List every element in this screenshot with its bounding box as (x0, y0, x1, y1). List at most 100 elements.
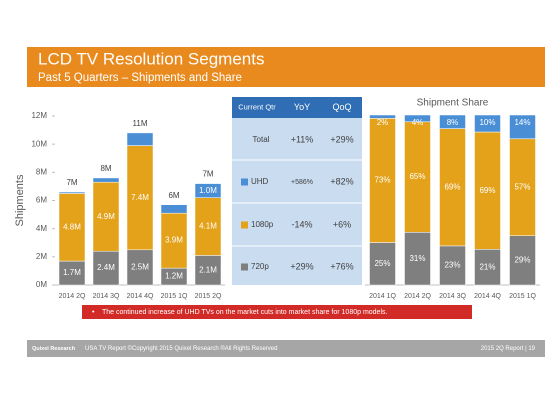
y-axis-label: Shipments (14, 174, 26, 226)
table-body (232, 118, 362, 285)
bar-segment (126, 249, 154, 286)
x-tick-label: 2014 4Q (127, 293, 154, 300)
data-label: 1.2M (165, 272, 183, 281)
bar-segment (160, 204, 188, 214)
table-cell: +29% (330, 134, 353, 144)
bar-segment (509, 114, 536, 140)
data-label: 3.9M (165, 236, 183, 245)
data-label: 21% (479, 262, 495, 271)
bar-segment (58, 191, 86, 194)
total-label: 6M (168, 191, 179, 200)
data-label: 4.1M (199, 222, 217, 231)
data-label: 1.7M (63, 268, 81, 277)
x-tick-label: 2014 4Q (474, 293, 501, 300)
data-label: 2.1M (199, 265, 217, 274)
bar-segment (194, 197, 222, 256)
title: LCD TV Resolution Segments (38, 49, 264, 68)
bar-segment (92, 250, 120, 286)
table-header-cell: YoY (294, 102, 310, 112)
bar-segment (369, 114, 396, 119)
table-cell: +586% (291, 179, 313, 186)
note-band (82, 305, 472, 319)
bar-segment (58, 193, 86, 262)
table-cell: +6% (333, 219, 351, 229)
bar-segment (194, 183, 222, 198)
bar-segment (126, 132, 154, 146)
y-tick-label: 4M (36, 224, 47, 233)
table-cell: +11% (291, 134, 314, 144)
data-label: 31% (409, 254, 425, 263)
x-tick-label: 2014 3Q (439, 293, 466, 300)
bar-segment (509, 235, 536, 286)
data-label: 29% (514, 255, 530, 264)
data-label: 73% (374, 176, 390, 185)
data-label: 4.9M (97, 212, 115, 221)
table-header-cell: Current Qtr (238, 102, 276, 111)
y-tick-label: 10M (31, 139, 47, 148)
bar-segment (509, 138, 536, 236)
x-tick-label: 2014 2Q (59, 293, 86, 300)
data-label: 1.0M (199, 186, 217, 195)
data-label: 2.4M (97, 263, 115, 272)
data-label: 7.4M (131, 193, 149, 202)
y-tick-label: 0M (36, 280, 47, 289)
total-label: 7M (202, 170, 213, 179)
legend-label: UHD (251, 177, 269, 186)
table-cell: +82% (330, 176, 353, 186)
table-cell: +76% (330, 261, 353, 271)
legend-label: 1080p (251, 220, 274, 229)
data-label: 4.8M (63, 222, 81, 231)
note: The continued increase of UHD TVs on the… (102, 309, 388, 316)
footer-copyright: USA TV Report ©Copyright 2015 Quixel Res… (85, 345, 277, 352)
y-tick-label: 6M (36, 196, 47, 205)
legend-swatch (241, 263, 248, 271)
footer-logo: Quixel Research (32, 346, 76, 352)
bar-segment (404, 232, 431, 286)
x-tick-label: 2015 2Q (195, 293, 222, 300)
data-label: 2% (377, 118, 389, 127)
footer-page: 2015 2Q Report | 19 (481, 346, 536, 352)
bar-segment (474, 114, 501, 133)
bar-segment (369, 118, 396, 243)
subtitle: Past 5 Quarters – Shipments and Share (38, 72, 242, 84)
chart-title: Shipment Share (417, 98, 489, 109)
data-label: 23% (444, 261, 460, 270)
data-label: 25% (374, 259, 390, 268)
y-tick-label: 8M (36, 167, 47, 176)
bar-segment (474, 249, 501, 286)
x-tick-label: 2015 1Q (509, 293, 536, 300)
table-header-cell: QoQ (332, 102, 351, 112)
data-label: 69% (479, 186, 495, 195)
data-label: 57% (514, 182, 530, 191)
y-tick-label: 2M (36, 252, 47, 261)
x-tick-label: 2014 1Q (369, 293, 396, 300)
header-band (27, 47, 545, 87)
note-bullet: • (92, 309, 95, 316)
bar-segment (92, 177, 120, 183)
data-label: 10% (479, 118, 495, 127)
legend-swatch (241, 178, 248, 186)
bar-segment (439, 128, 466, 247)
x-tick-label: 2014 3Q (93, 293, 120, 300)
table-header (232, 97, 362, 118)
legend-label: 720p (251, 262, 269, 271)
bar-segment (439, 245, 466, 286)
total-label: 8M (100, 164, 111, 173)
table-cell: Total (253, 135, 270, 144)
table-cell: -14% (291, 219, 312, 229)
total-label: 7M (66, 178, 77, 187)
data-label: 14% (514, 118, 530, 127)
total-label: 11M (133, 119, 148, 128)
table-cell: +29% (290, 261, 313, 271)
data-label: 4% (412, 118, 424, 127)
y-tick-label: 12M (31, 111, 47, 120)
bar-segment (404, 121, 431, 233)
bar-segment (404, 114, 431, 123)
data-label: 65% (409, 172, 425, 181)
bar-segment (369, 242, 396, 286)
legend-swatch (241, 221, 248, 229)
x-tick-label: 2014 2Q (404, 293, 431, 300)
bar-segment (474, 131, 501, 250)
